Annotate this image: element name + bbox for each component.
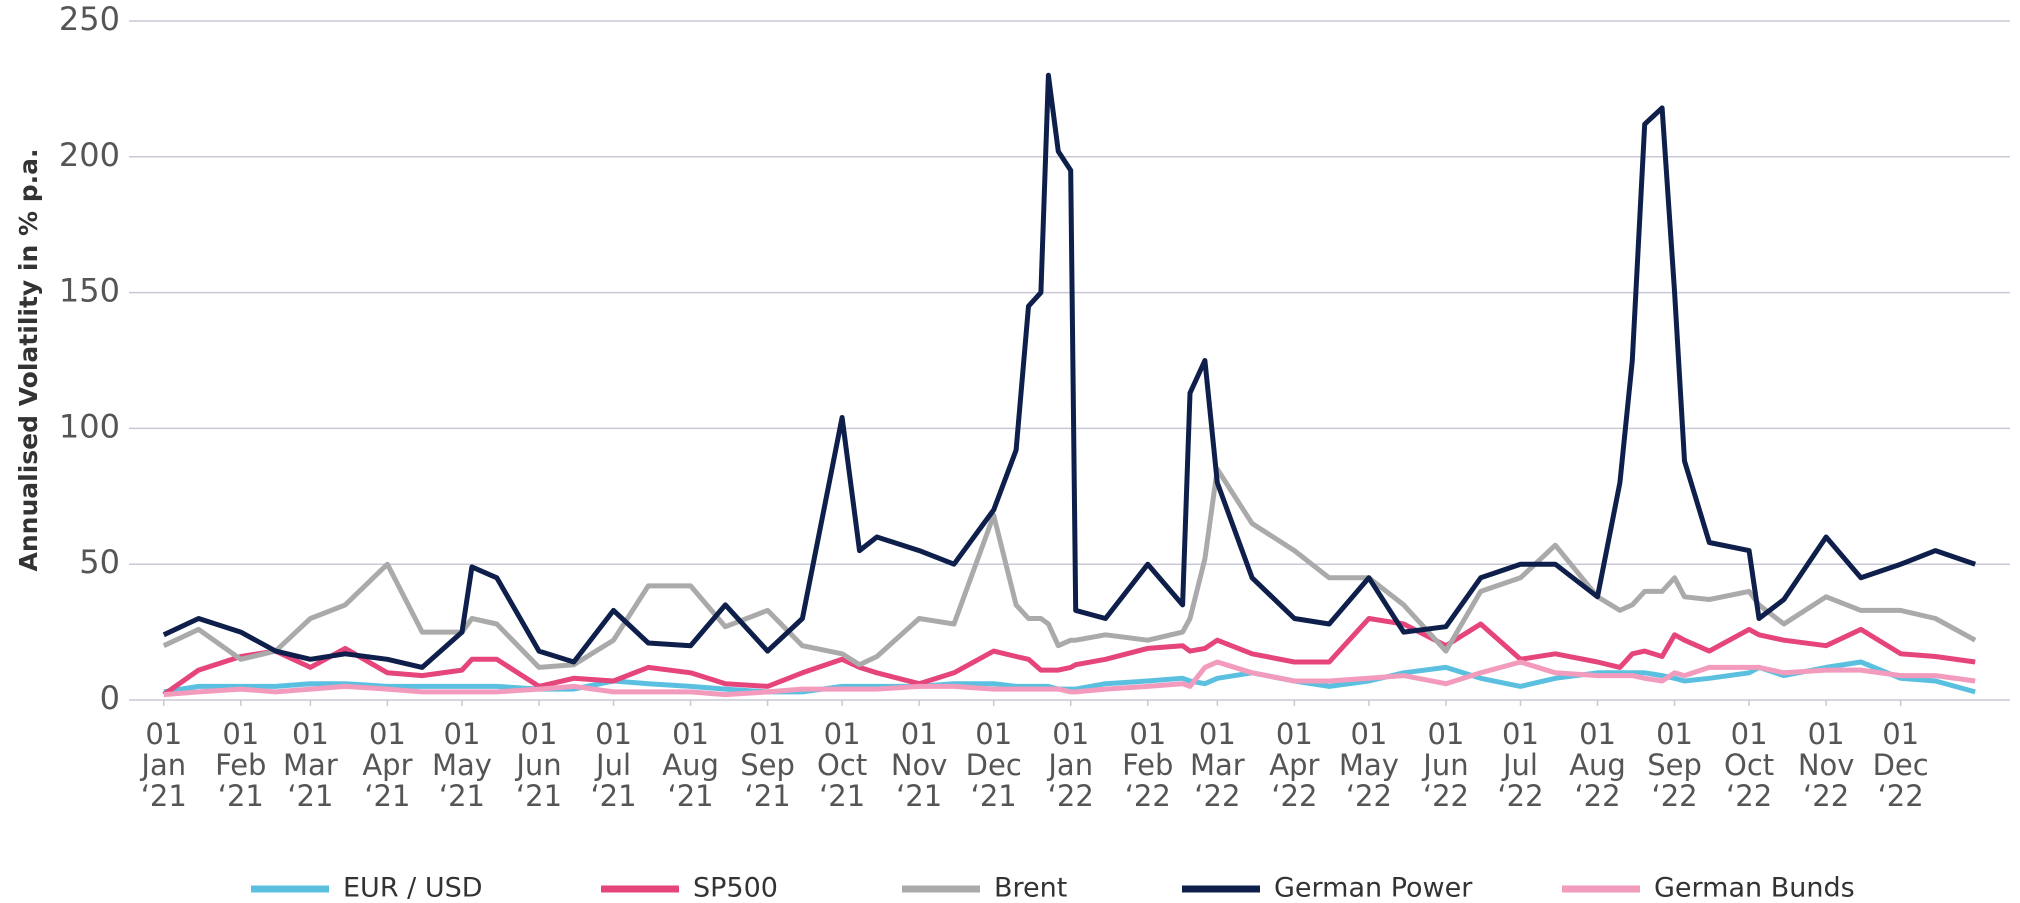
x-tick-label: 01 May ‘21 <box>432 717 492 813</box>
x-tick-label: 01 Aug ‘21 <box>662 717 719 813</box>
x-tick-label: 01 Mar ‘22 <box>1190 717 1245 813</box>
x-tick-label: 01 Jan ‘22 <box>1046 717 1093 813</box>
x-tick-label: 01 May ‘22 <box>1339 717 1399 813</box>
series-line <box>162 616 1976 697</box>
y-tick-label: 0 <box>100 679 120 717</box>
y-tick-label: 250 <box>59 0 120 38</box>
x-tick-label: 01 Apr ‘21 <box>362 717 412 813</box>
x-tick-label: 01 Mar ‘21 <box>283 717 338 813</box>
x-tick-label: 01 Sep ‘21 <box>740 717 795 813</box>
x-tick-label: 01 Feb ‘21 <box>215 717 266 813</box>
x-tick-label: 01 Dec ‘21 <box>966 717 1022 813</box>
legend-label: SP500 <box>693 873 778 903</box>
x-tick-label: 01 Jan ‘21 <box>139 717 186 813</box>
y-tick-label: 200 <box>59 136 120 174</box>
x-tick-label: 01 Dec ‘22 <box>1873 717 1929 813</box>
x-tick-label: 01 Nov ‘21 <box>891 717 948 813</box>
x-tick-label: 01 Jun ‘22 <box>1421 717 1469 813</box>
x-tick-label: 01 Jul ‘22 <box>1497 717 1543 813</box>
y-tick-label: 150 <box>59 272 120 310</box>
legend-label: German Power <box>1274 873 1473 903</box>
x-tick-label: 01 Jun ‘21 <box>514 717 562 813</box>
y-tick-label: 50 <box>79 543 120 581</box>
legend-label: Brent <box>994 873 1067 903</box>
series-line <box>163 659 1976 698</box>
x-tick-label: 01 Feb ‘22 <box>1122 717 1173 813</box>
legend-label: German Bunds <box>1654 873 1855 903</box>
y-tick-label: 100 <box>59 407 120 445</box>
x-tick-label: 01 Apr ‘22 <box>1269 717 1319 813</box>
x-tick-label: 01 Nov ‘22 <box>1798 717 1855 813</box>
legend-label: EUR / USD <box>343 873 483 903</box>
x-tick-label: 01 Sep ‘22 <box>1647 717 1702 813</box>
x-tick-label: 01 Oct ‘22 <box>1724 717 1774 813</box>
x-tick-label: 01 Aug ‘22 <box>1569 717 1626 813</box>
x-tick-label: 01 Oct ‘21 <box>817 717 867 813</box>
y-axis-label: Annualised Volatility in % p.a. <box>14 149 43 572</box>
series-line <box>162 72 1977 670</box>
x-tick-label: 01 Jul ‘21 <box>590 717 636 813</box>
series-line <box>162 466 1977 670</box>
